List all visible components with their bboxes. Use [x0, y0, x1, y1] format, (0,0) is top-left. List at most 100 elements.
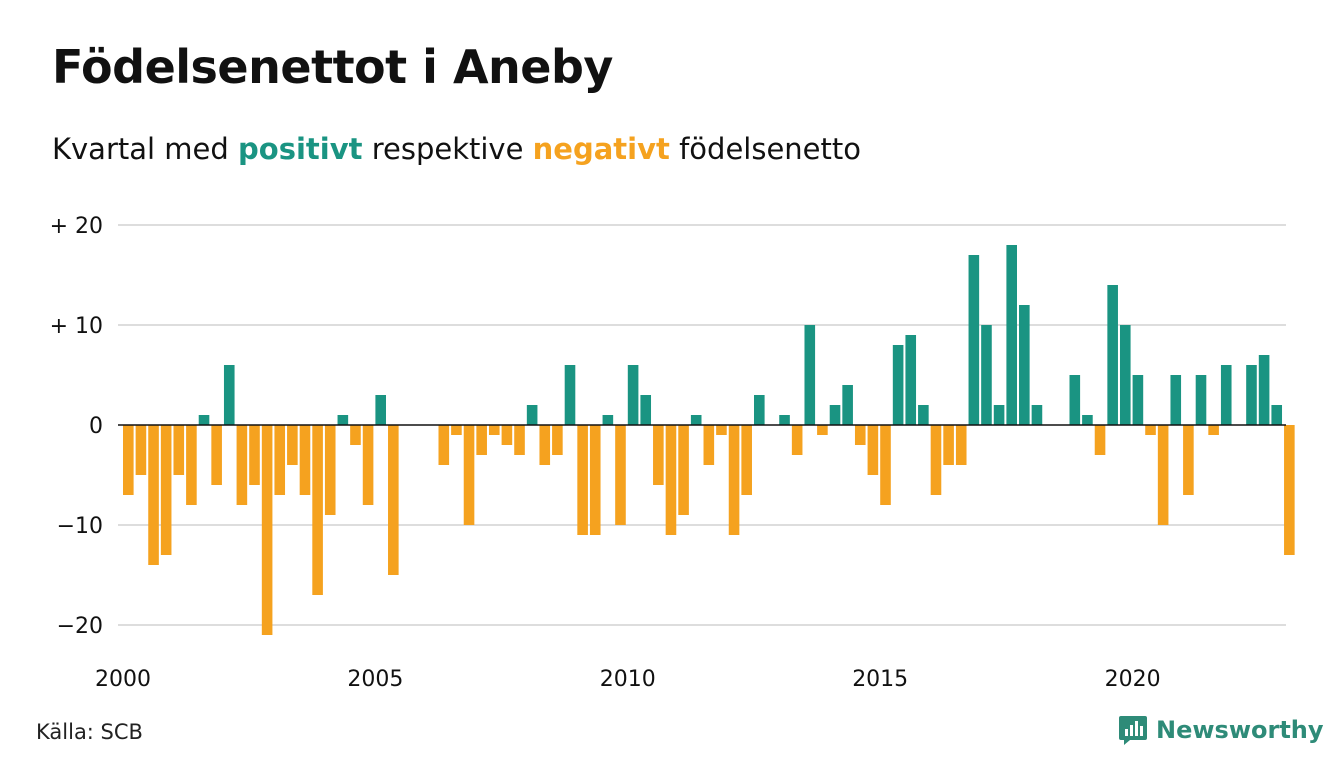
bar: [324, 425, 336, 515]
bar: [854, 425, 866, 445]
bar: [438, 425, 450, 465]
subtitle-negative-word: negativt: [532, 132, 670, 166]
bar: [1195, 375, 1207, 425]
bar: [779, 415, 790, 425]
bar: [968, 255, 980, 425]
subtitle: Kvartal med positivt respektive negativt…: [52, 132, 861, 166]
bar: [1157, 425, 1169, 525]
newsworthy-logo-icon: [1119, 716, 1147, 745]
bar: [918, 405, 929, 425]
bar: [690, 415, 702, 425]
bar: [287, 425, 298, 465]
bar: [716, 425, 727, 435]
bar: [1006, 245, 1017, 425]
bar: [703, 425, 715, 465]
bar: [791, 425, 803, 455]
bar: [981, 325, 992, 425]
bar: [463, 425, 475, 525]
bar: [261, 425, 273, 635]
bar: [375, 395, 386, 425]
x-tick-label: 2010: [600, 667, 656, 692]
bar: [514, 425, 525, 455]
bar: [249, 425, 260, 485]
subtitle-suffix: födelsenetto: [669, 132, 861, 166]
bar: [1069, 375, 1081, 425]
brand-name: Newsworthy: [1156, 716, 1324, 744]
bar: [678, 425, 689, 515]
x-tick-label: 2015: [852, 667, 908, 692]
bar: [943, 425, 954, 465]
bar: [337, 415, 349, 425]
x-tick-label: 2005: [347, 667, 403, 692]
bar: [627, 365, 639, 425]
bar: [842, 385, 853, 425]
bar: [829, 405, 841, 425]
x-tick-label: 2000: [95, 667, 151, 692]
bar: [223, 365, 235, 425]
bar: [1145, 425, 1156, 435]
bar: [1208, 425, 1219, 435]
bar: [173, 425, 185, 475]
bar: [123, 425, 134, 495]
bar: [930, 425, 942, 495]
bar: [640, 395, 652, 425]
bar: [602, 415, 614, 425]
bar: [148, 425, 159, 565]
bar: [501, 425, 513, 445]
bar: [880, 425, 891, 505]
y-tick-label: + 20: [50, 214, 103, 239]
bar: [362, 425, 374, 505]
bar: [1094, 425, 1106, 455]
bar: [135, 425, 147, 475]
bar: [160, 425, 172, 555]
bar: [1271, 405, 1283, 425]
bar: [312, 425, 323, 595]
bar: [186, 425, 197, 505]
bar: [274, 425, 286, 495]
bar: [804, 325, 816, 425]
bar: [1132, 375, 1144, 425]
bar: [211, 425, 222, 485]
subtitle-prefix: Kvartal med: [52, 132, 239, 166]
bar: [1258, 355, 1270, 425]
bar: [488, 425, 500, 435]
source-label: Källa: SCB: [36, 720, 143, 744]
bar: [615, 425, 626, 525]
bar: [1082, 415, 1093, 425]
bar: [1220, 365, 1232, 425]
bar: [728, 425, 740, 535]
bar: [867, 425, 879, 475]
bar: [665, 425, 677, 535]
bar: [905, 335, 917, 425]
bar: [539, 425, 551, 465]
subtitle-middle: respektive: [362, 132, 533, 166]
bar: [299, 425, 311, 495]
bar: [577, 425, 588, 535]
bar: [589, 425, 601, 535]
bar: [1246, 365, 1257, 425]
x-tick-label: 2020: [1105, 667, 1161, 692]
bar: [476, 425, 487, 455]
bar: [236, 425, 248, 505]
bar: [1031, 405, 1043, 425]
bar: [552, 425, 563, 455]
bar: [1284, 425, 1295, 555]
bar: [1107, 285, 1118, 425]
bar: [754, 395, 765, 425]
bar: [451, 425, 462, 435]
bar: [1170, 375, 1182, 425]
bar: [388, 425, 399, 575]
bar: [564, 365, 576, 425]
bar: [1183, 425, 1194, 495]
bar: [653, 425, 664, 485]
y-tick-label: −10: [57, 514, 103, 539]
bar: [817, 425, 828, 435]
subtitle-positive-word: positivt: [238, 132, 363, 166]
bar: [198, 415, 210, 425]
brand-logo: Newsworthy: [1118, 714, 1324, 746]
y-tick-label: + 10: [50, 314, 103, 339]
bar: [892, 345, 904, 425]
y-tick-label: −20: [57, 614, 103, 639]
bar: [741, 425, 752, 495]
